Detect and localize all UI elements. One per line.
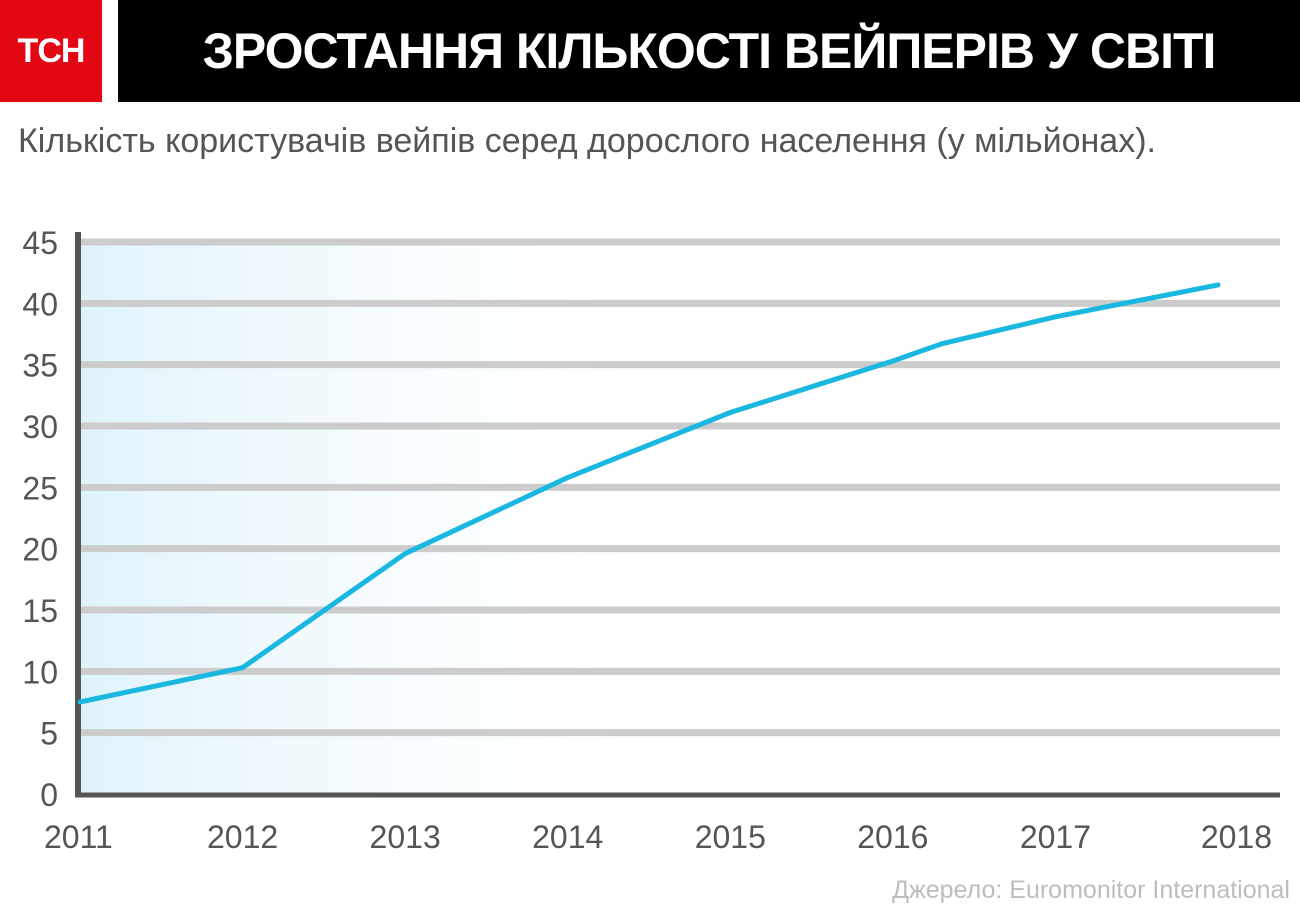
gridlines (80, 238, 1280, 737)
y-tick-label: 25 (22, 470, 58, 506)
plot-background (80, 242, 720, 794)
tsn-logo: ТСН (0, 0, 102, 102)
y-tick-label: 40 (22, 286, 58, 322)
y-tick-label: 35 (22, 348, 58, 384)
y-tick-labels: 0 5 10 15 20 25 30 35 40 45 (22, 225, 58, 813)
series-group (77, 282, 1221, 705)
x-tick-label: 2017 (1020, 819, 1091, 855)
x-tick-label: 2018 (1201, 819, 1272, 855)
y-tick-label: 15 (22, 593, 58, 629)
y-tick-label: 10 (22, 654, 58, 690)
x-tick-label: 2012 (207, 819, 278, 855)
x-tick-label: 2015 (695, 819, 766, 855)
chart-title: ЗРОСТАННЯ КІЛЬКОСТІ ВЕЙПЕРІВ У СВІТІ (202, 23, 1217, 79)
y-tick-label: 5 (40, 716, 58, 752)
y-tick-label: 0 (40, 777, 58, 813)
x-tick-label: 2014 (532, 819, 603, 855)
y-tick-label: 20 (22, 532, 58, 568)
logo-text: ТСН (17, 31, 86, 70)
chart-subtitle: Кількість користувачів вейпів серед доро… (18, 122, 1156, 160)
title-bar: ЗРОСТАННЯ КІЛЬКОСТІ ВЕЙПЕРІВ У СВІТІ (118, 0, 1300, 102)
x-tick-label: 2013 (370, 819, 441, 855)
source-note: Джерело: Euromonitor International (892, 876, 1290, 904)
y-tick-label: 45 (22, 225, 58, 261)
x-tick-labels: 2011 2012 2013 2014 2015 2016 2017 2018 (44, 819, 1272, 855)
x-tick-label: 2016 (857, 819, 928, 855)
x-tick-label: 2011 (44, 819, 113, 855)
y-tick-label: 30 (22, 409, 58, 445)
series-line (77, 282, 1221, 705)
